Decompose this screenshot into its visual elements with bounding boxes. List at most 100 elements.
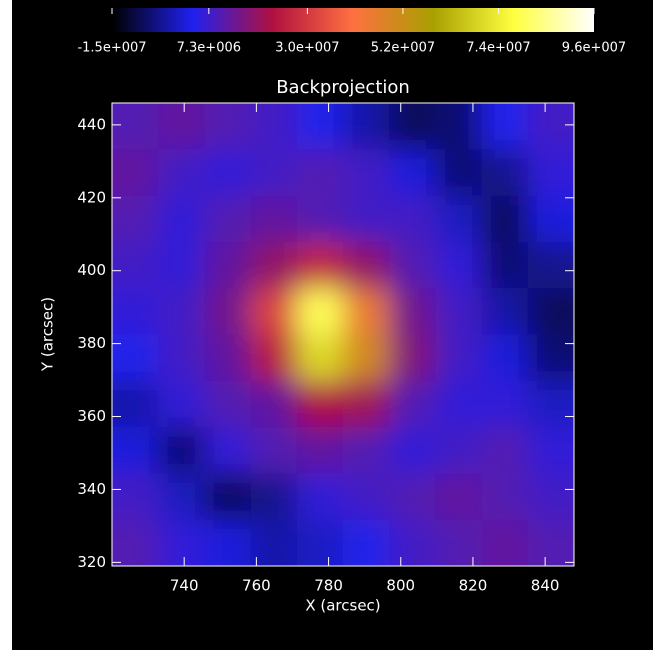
image-cell bbox=[389, 334, 436, 382]
y-tick-label: 340 bbox=[77, 480, 106, 498]
image-cell bbox=[296, 195, 344, 243]
image-cell bbox=[389, 195, 436, 243]
image-cell bbox=[435, 334, 483, 382]
x-tick-label: 760 bbox=[242, 577, 271, 595]
colorbar-tick-label: 5.2e+007 bbox=[371, 41, 435, 56]
image-cell bbox=[527, 519, 574, 566]
image-cell bbox=[389, 103, 436, 150]
image-cell bbox=[204, 195, 252, 243]
image-cell bbox=[481, 288, 529, 335]
image-cell bbox=[527, 380, 574, 428]
image-cell bbox=[296, 241, 344, 289]
image-cell bbox=[389, 288, 436, 335]
y-tick-label: 420 bbox=[77, 188, 106, 206]
x-tick-label: 780 bbox=[314, 577, 343, 595]
image-cell bbox=[158, 519, 205, 566]
image-cell bbox=[158, 149, 205, 197]
image-cell bbox=[296, 519, 344, 566]
image-cell bbox=[481, 427, 529, 474]
image-cell bbox=[250, 149, 298, 197]
image-cell bbox=[343, 427, 390, 474]
image-cell bbox=[250, 288, 298, 335]
image-cell bbox=[481, 473, 529, 521]
image-cell bbox=[250, 241, 298, 289]
image-cell bbox=[527, 103, 574, 150]
image-cell bbox=[204, 149, 252, 197]
image-cell bbox=[204, 519, 252, 566]
image-cell bbox=[158, 380, 205, 428]
image-cell bbox=[389, 241, 436, 289]
image-cell bbox=[527, 149, 574, 197]
image-cell bbox=[343, 103, 390, 150]
image-cell bbox=[481, 149, 529, 197]
image-cell bbox=[158, 473, 205, 521]
image-cell bbox=[158, 195, 205, 243]
image-cell bbox=[250, 103, 298, 150]
image-cell bbox=[112, 519, 159, 566]
image-cell bbox=[204, 103, 252, 150]
image-cell bbox=[527, 288, 574, 335]
image-cell bbox=[250, 380, 298, 428]
image-cell bbox=[204, 334, 252, 382]
plot-frame bbox=[111, 102, 575, 567]
y-tick-label: 440 bbox=[77, 115, 106, 133]
image-cell bbox=[204, 241, 252, 289]
image-cell bbox=[435, 195, 483, 243]
image-cell bbox=[343, 195, 390, 243]
image-cell bbox=[435, 241, 483, 289]
image-cell bbox=[296, 288, 344, 335]
axes: -1.5e+007 7.3e+006 3.0e+007 5.2e+007 7.4e+00… bbox=[77, 8, 626, 595]
image-cell bbox=[481, 241, 529, 289]
x-axis-label: X (arcsec) bbox=[305, 597, 380, 615]
image-cell bbox=[296, 149, 344, 197]
image-cell bbox=[343, 334, 390, 382]
image-cell bbox=[527, 241, 574, 289]
image-cell bbox=[112, 427, 159, 474]
image-cell bbox=[158, 334, 205, 382]
image-cell bbox=[389, 427, 436, 474]
colorbar-tick-label: 9.6e+007 bbox=[562, 41, 626, 56]
image-cell bbox=[435, 380, 483, 428]
colorbar-tick-label: 3.0e+007 bbox=[275, 41, 339, 56]
image-cell bbox=[435, 103, 483, 150]
image-cell bbox=[250, 519, 298, 566]
image-cell bbox=[296, 103, 344, 150]
y-tick-label: 320 bbox=[77, 553, 106, 571]
image-cell bbox=[204, 288, 252, 335]
image-cell bbox=[343, 473, 390, 521]
y-tick-label: 360 bbox=[77, 407, 106, 425]
y-tick-label: 400 bbox=[77, 261, 106, 279]
image-cell bbox=[112, 241, 159, 289]
image-cell bbox=[250, 427, 298, 474]
image-cell bbox=[527, 473, 574, 521]
image-cell bbox=[250, 473, 298, 521]
image-cell bbox=[296, 427, 344, 474]
image-cell bbox=[158, 241, 205, 289]
colorbar-tick-label: 7.4e+007 bbox=[466, 41, 530, 56]
x-tick-label: 800 bbox=[386, 577, 415, 595]
image-cell bbox=[158, 288, 205, 335]
image-cell bbox=[481, 103, 529, 150]
image-cell bbox=[527, 195, 574, 243]
image-cell bbox=[112, 380, 159, 428]
image-cell bbox=[527, 334, 574, 382]
image-cell bbox=[435, 288, 483, 335]
image bbox=[112, 103, 574, 566]
image-cell bbox=[389, 519, 436, 566]
x-tick-label: 820 bbox=[459, 577, 488, 595]
colorbar-tick-label: 7.3e+006 bbox=[177, 41, 241, 56]
image-cell bbox=[343, 380, 390, 428]
x-tick-label: 740 bbox=[170, 577, 199, 595]
image-cell bbox=[435, 519, 483, 566]
image-cell bbox=[112, 103, 159, 150]
x-tick-label: 840 bbox=[531, 577, 560, 595]
image-cell bbox=[204, 473, 252, 521]
chart-title: Backprojection bbox=[276, 77, 410, 98]
image-cell bbox=[481, 380, 529, 428]
image-cell bbox=[112, 149, 159, 197]
image-cell bbox=[204, 427, 252, 474]
image-cell bbox=[112, 334, 159, 382]
image-cell bbox=[250, 195, 298, 243]
image-cell bbox=[204, 380, 252, 428]
y-tick-label: 380 bbox=[77, 334, 106, 352]
